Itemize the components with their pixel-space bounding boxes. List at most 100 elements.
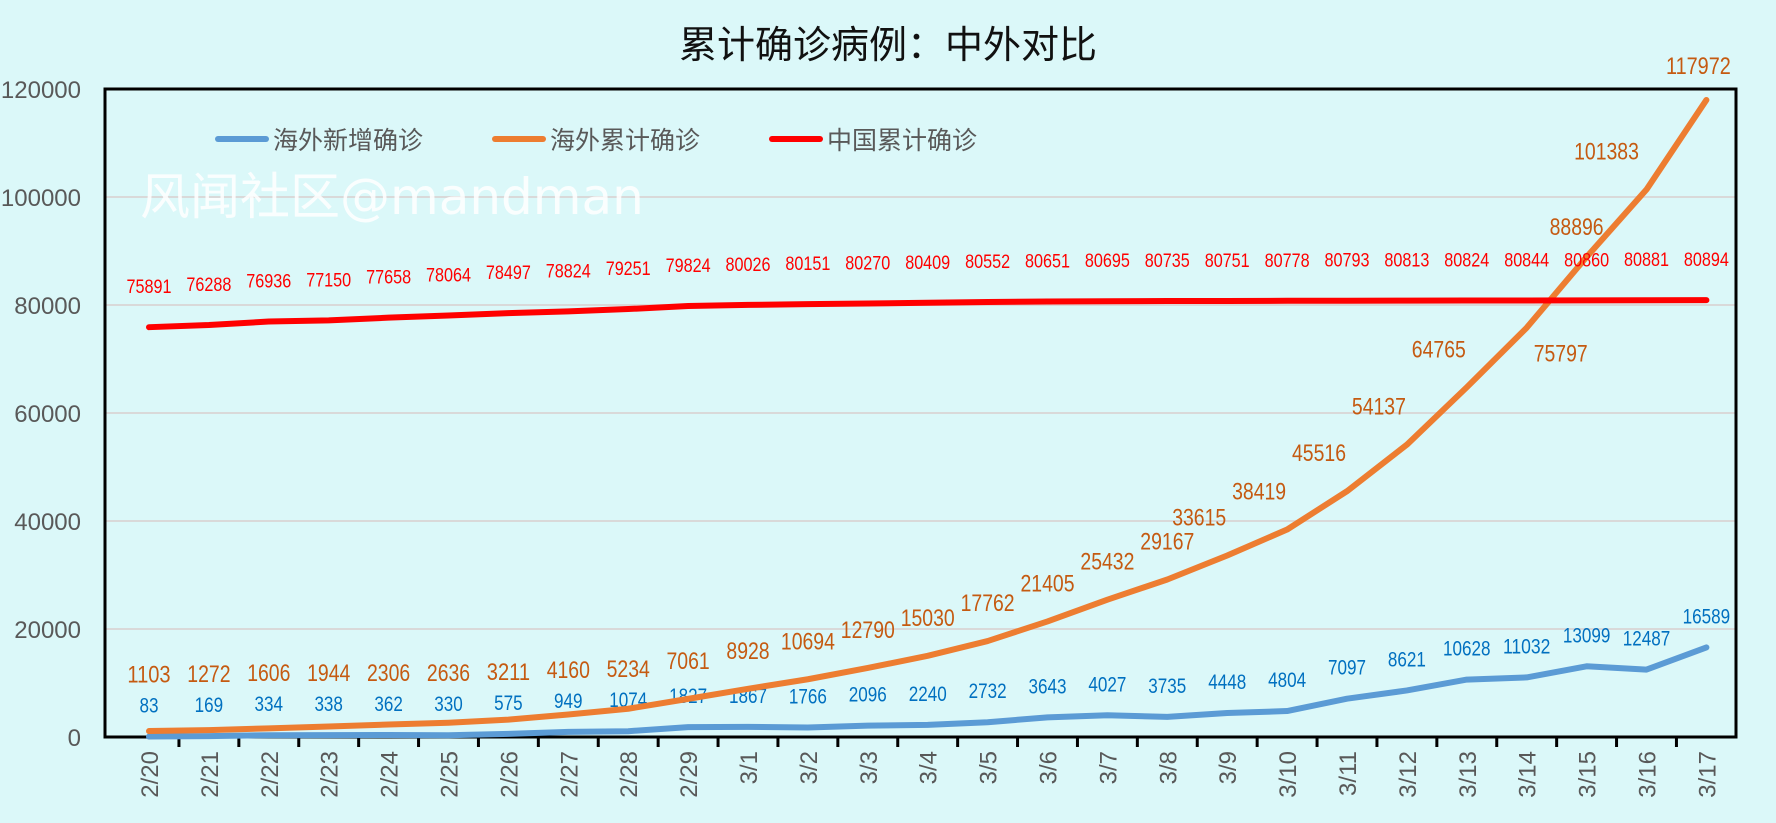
y-tick-label: 0: [68, 725, 81, 752]
data-label: 80793: [1325, 251, 1370, 272]
x-tick-label: 3/15: [1575, 751, 1602, 798]
y-tick-label: 100000: [1, 185, 81, 212]
data-label: 33615: [1172, 504, 1226, 531]
data-label: 10628: [1443, 638, 1491, 661]
x-tick-label: 3/7: [1095, 751, 1122, 784]
legend-label: 中国累计确诊: [827, 126, 977, 155]
data-label: 83: [140, 695, 159, 718]
data-label: 2636: [427, 660, 470, 687]
data-label: 54137: [1352, 394, 1406, 421]
data-label: 78824: [546, 261, 591, 282]
data-label: 1944: [307, 660, 350, 687]
data-label: 80270: [845, 254, 890, 275]
data-label: 3211: [487, 659, 530, 686]
data-label: 78064: [426, 265, 471, 286]
data-label: 101383: [1574, 139, 1639, 166]
data-label: 334: [255, 693, 284, 716]
x-tick-label: 3/6: [1036, 751, 1063, 784]
x-tick-label: 3/5: [976, 751, 1003, 784]
data-label: 75891: [127, 277, 172, 298]
data-label: 2732: [969, 680, 1007, 703]
data-label: 11032: [1503, 635, 1551, 658]
x-tick-label: 2/21: [197, 751, 224, 798]
data-label: 2306: [367, 660, 410, 687]
data-label: 78497: [486, 263, 531, 284]
data-label: 80844: [1504, 250, 1549, 271]
data-label: 4804: [1268, 669, 1306, 692]
x-tick-label: 3/13: [1455, 751, 1482, 798]
y-tick-label: 120000: [1, 77, 81, 104]
y-tick-label: 40000: [14, 509, 81, 536]
data-label: 80813: [1384, 251, 1429, 272]
data-label: 80778: [1265, 251, 1310, 272]
data-label: 7061: [667, 648, 710, 675]
x-tick-label: 2/20: [137, 751, 164, 798]
data-label: 80695: [1085, 251, 1130, 272]
data-label: 362: [374, 693, 403, 716]
data-label: 2240: [909, 683, 947, 706]
data-label: 4027: [1088, 673, 1126, 696]
data-label: 1103: [127, 662, 170, 689]
data-label: 16589: [1683, 605, 1731, 628]
plot-area-border: [103, 87, 1738, 739]
x-tick-label: 3/9: [1215, 751, 1242, 784]
watermark: 风闻社区@mandman: [140, 168, 644, 226]
data-label: 80552: [965, 252, 1010, 273]
data-label: 25432: [1080, 549, 1134, 576]
x-tick-label: 2/24: [377, 751, 404, 798]
data-label: 330: [434, 693, 463, 716]
data-label: 4448: [1208, 671, 1246, 694]
data-label: 79824: [666, 256, 711, 277]
x-tick-label: 3/4: [916, 751, 943, 784]
data-label: 76936: [246, 272, 291, 293]
data-label: 4160: [547, 657, 590, 684]
data-label: 80894: [1684, 250, 1729, 271]
data-label: 21405: [1021, 570, 1075, 597]
chart-title: 累计确诊病例：中外对比: [678, 23, 1097, 67]
x-tick-label: 3/3: [856, 751, 883, 784]
x-tick-label: 3/16: [1635, 751, 1662, 798]
y-tick-label: 20000: [14, 617, 81, 644]
data-label: 1766: [789, 685, 827, 708]
data-label: 80651: [1025, 251, 1070, 272]
x-tick-label: 2/27: [556, 751, 583, 798]
data-label: 949: [554, 690, 583, 713]
series-line-1: [146, 644, 1710, 740]
data-label: 13099: [1563, 624, 1611, 647]
x-tick-label: 3/8: [1155, 751, 1182, 784]
data-label: 7097: [1328, 657, 1366, 680]
x-tick-label: 2/23: [317, 751, 344, 798]
data-label: 1272: [187, 661, 230, 688]
data-label: 1606: [247, 660, 290, 687]
data-label: 80751: [1205, 251, 1250, 272]
x-tick-label: 3/2: [796, 751, 823, 784]
x-tick-label: 2/25: [437, 751, 464, 798]
legend-label: 海外累计确诊: [550, 126, 700, 155]
data-label: 45516: [1292, 440, 1346, 467]
data-label: 29167: [1140, 528, 1194, 555]
series-line-3: [146, 297, 1710, 331]
data-label: 80735: [1145, 251, 1190, 272]
data-label: 575: [494, 692, 523, 715]
x-tick-label: 3/10: [1275, 751, 1302, 798]
data-label: 117972: [1666, 53, 1731, 80]
data-label: 80860: [1564, 250, 1609, 271]
x-tick-label: 3/14: [1515, 751, 1542, 798]
data-label: 80881: [1624, 250, 1669, 271]
data-label: 77658: [366, 268, 411, 289]
x-tick-label: 2/22: [257, 751, 284, 798]
data-label: 77150: [306, 270, 351, 291]
x-tick-label: 3/12: [1395, 751, 1422, 798]
data-label: 338: [314, 693, 343, 716]
x-tick-label: 2/26: [496, 751, 523, 798]
data-label: 38419: [1232, 479, 1286, 506]
legend-label: 海外新增确诊: [273, 126, 423, 155]
x-tick-label: 3/11: [1335, 751, 1362, 796]
data-label: 2096: [849, 684, 887, 707]
data-label: 8928: [726, 638, 769, 665]
y-tick-label: 60000: [14, 401, 81, 428]
data-label: 64765: [1412, 336, 1466, 363]
data-label: 10694: [781, 628, 835, 655]
data-label: 80409: [905, 253, 950, 274]
data-label: 8621: [1388, 648, 1426, 671]
